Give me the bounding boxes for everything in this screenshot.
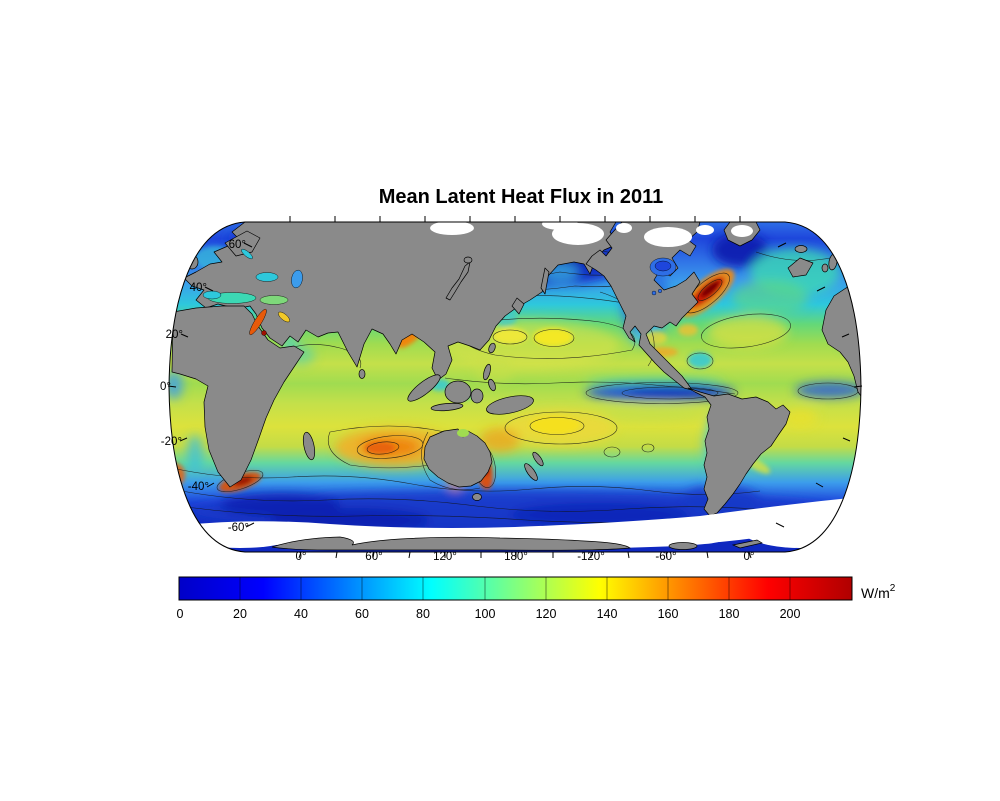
- new-zealand-south: [524, 463, 538, 481]
- map-frame: [168, 221, 862, 553]
- baltic-sea: [241, 248, 253, 260]
- cb-label-100: 100: [475, 607, 496, 621]
- axis-ticks: [167, 216, 863, 559]
- scandinavia: [224, 230, 261, 257]
- lon-label-120: 120°: [433, 551, 457, 563]
- cb-label-160: 160: [658, 607, 679, 621]
- cb-label-80: 80: [416, 607, 430, 621]
- british-isles-left: [185, 254, 199, 270]
- red-sea: [249, 308, 267, 336]
- new-zealand-north: [532, 451, 544, 467]
- colorbar-ticks: [239, 577, 791, 600]
- colorbar-unit: W/m2: [861, 583, 896, 601]
- korea: [511, 297, 525, 315]
- latitude-labels: 60° 40° 20° 0° -20° -40° -60°: [160, 239, 249, 534]
- lat-label-20: 20°: [166, 329, 183, 341]
- lat-label-m20: -20°: [161, 436, 182, 448]
- continent-south-america: [687, 387, 791, 517]
- great-lakes-2: [658, 289, 663, 294]
- colorbar-tick-labels: 0 20 40 60 80 100 120 140 160 180 200: [177, 607, 801, 621]
- cb-label-180: 180: [719, 607, 740, 621]
- red-sea-south: [261, 330, 267, 336]
- philippines: [483, 363, 491, 381]
- sakhalin: [540, 267, 550, 295]
- continent-africa-east: [171, 305, 305, 488]
- east-mediterranean: [259, 295, 289, 305]
- sri-lanka: [358, 369, 366, 379]
- java: [430, 402, 464, 412]
- inland-seas: [202, 248, 677, 437]
- lat-label-60: 60°: [229, 239, 246, 251]
- lon-label-60: 60°: [365, 551, 382, 563]
- lon-label-0: 0°: [296, 551, 307, 563]
- iberia: [787, 257, 814, 278]
- taiwan: [488, 342, 496, 354]
- great-lakes: [651, 290, 657, 296]
- lon-label-0b: 0°: [744, 551, 755, 563]
- tasmania: [472, 493, 482, 501]
- cb-label-60: 60: [355, 607, 369, 621]
- black-sea: [255, 272, 279, 282]
- cb-label-20: 20: [233, 607, 247, 621]
- gulf-of-carpentaria: [457, 429, 469, 437]
- figure-title: Mean Latent Heat Flux in 2011: [379, 186, 664, 208]
- lat-label-0: 0°: [160, 381, 171, 393]
- cb-label-200: 200: [780, 607, 801, 621]
- persian-gulf: [278, 311, 290, 323]
- cb-label-140: 140: [597, 607, 618, 621]
- sumatra: [407, 374, 441, 402]
- cb-label-120: 120: [536, 607, 557, 621]
- lon-label-180: 180°: [504, 551, 528, 563]
- colorbar: 0 20 40 60 80 100 120 140 160 180 200 W/…: [177, 576, 896, 621]
- world-map: [169, 222, 861, 552]
- hokkaido: [463, 256, 473, 264]
- colorbar-gradient: [178, 576, 853, 601]
- lon-label-m60: -60°: [655, 551, 676, 563]
- sulawesi: [470, 388, 484, 404]
- cb-label-0: 0: [177, 607, 184, 621]
- cb-label-40: 40: [294, 607, 308, 621]
- lat-label-40: 40°: [190, 282, 207, 294]
- lat-label-m40: -40°: [188, 481, 209, 493]
- continent-antarctica: [271, 536, 763, 551]
- lon-label-m120: -120°: [577, 551, 605, 563]
- borneo: [444, 380, 472, 404]
- lat-label-m60: -60°: [228, 522, 249, 534]
- new-guinea: [486, 395, 534, 415]
- caspian-sea: [291, 269, 303, 289]
- iceland: [794, 245, 808, 253]
- hudson-bay-center: [654, 260, 672, 272]
- madagascar: [302, 431, 316, 461]
- japan: [445, 261, 471, 301]
- philippines-south: [488, 378, 496, 392]
- ireland: [821, 263, 829, 273]
- longitude-labels: 0° 60° 120° 180° -120° -60° 0°: [296, 551, 755, 563]
